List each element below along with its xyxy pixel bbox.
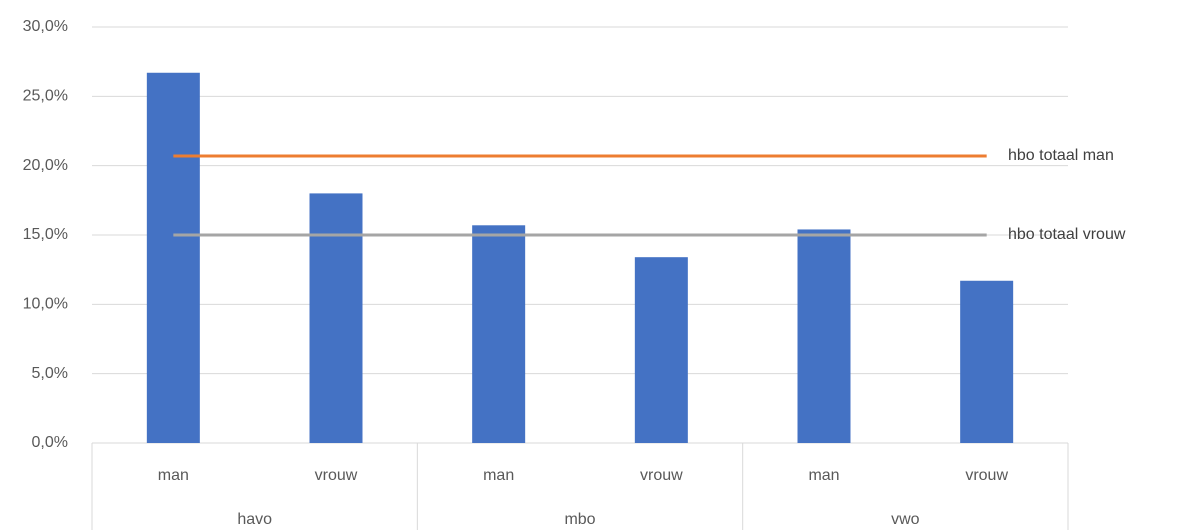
x-tick-label: man: [483, 467, 514, 484]
bar: [960, 280, 1014, 443]
y-tick-label: 5,0%: [32, 365, 68, 382]
y-tick-label: 15,0%: [23, 226, 68, 243]
reference-label: hbo totaal vrouw: [1008, 226, 1126, 243]
reference-label: hbo totaal man: [1008, 147, 1114, 164]
x-tick-label: man: [808, 467, 839, 484]
x-tick-label: vrouw: [965, 467, 1008, 484]
group-label: havo: [237, 511, 272, 528]
group-label: mbo: [564, 511, 595, 528]
bar: [634, 257, 688, 443]
y-tick-label: 0,0%: [32, 434, 68, 451]
group-label: vwo: [891, 511, 920, 528]
y-tick-label: 30,0%: [23, 18, 68, 35]
bar: [146, 72, 200, 443]
y-tick-label: 10,0%: [23, 296, 68, 313]
x-tick-label: vrouw: [315, 467, 358, 484]
y-tick-label: 25,0%: [23, 88, 68, 105]
y-tick-label: 20,0%: [23, 157, 68, 174]
x-tick-label: vrouw: [640, 467, 683, 484]
bar: [309, 193, 363, 443]
bar: [797, 229, 851, 443]
x-tick-label: man: [158, 467, 189, 484]
bar: [472, 225, 526, 443]
